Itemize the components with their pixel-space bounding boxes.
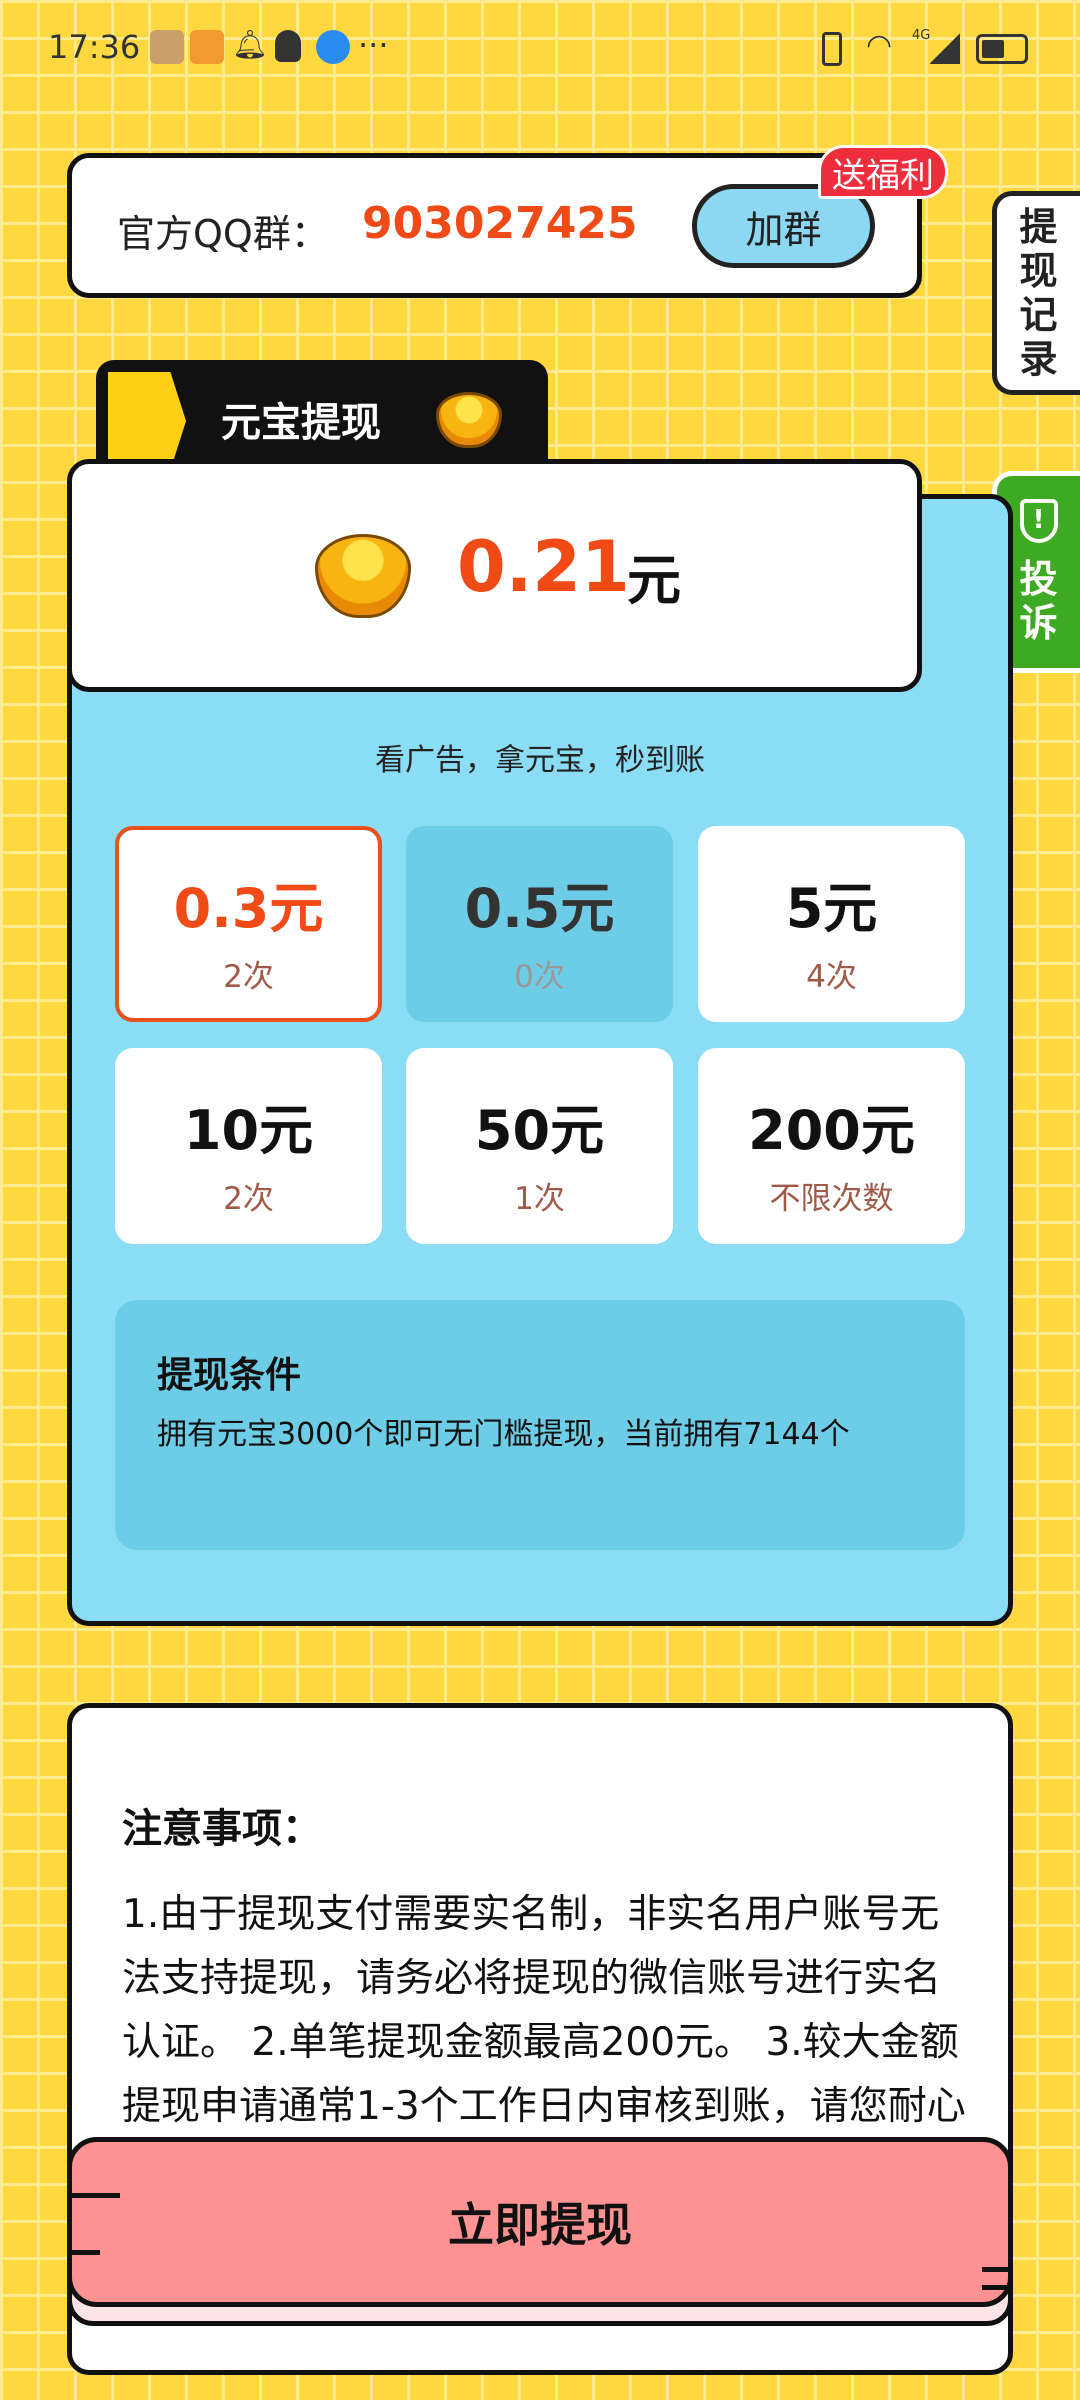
- qq-group-card: 官方QQ群： 903027425 加群: [67, 153, 922, 298]
- status-bar: 17:36 🔔︎ ··· ◠ 4G: [0, 0, 1080, 100]
- browser-icon: [316, 30, 350, 64]
- option-count: 不限次数: [769, 1181, 894, 1217]
- option-tile[interactable]: 0.3元 2次: [115, 826, 382, 1022]
- option-value: 5元: [785, 877, 878, 940]
- balance-value: 0.21: [457, 526, 630, 608]
- app-icon: [150, 30, 184, 64]
- bell-icon: 🔔︎: [232, 28, 268, 61]
- balance-unit: 元: [627, 549, 681, 612]
- option-value: 50元: [474, 1099, 605, 1162]
- option-tile[interactable]: 5元 4次: [698, 826, 965, 1022]
- option-count: 2次: [223, 1181, 274, 1217]
- ad-tip: 看广告，拿元宝，秒到账: [375, 743, 705, 778]
- option-value: 0.5元: [464, 877, 615, 940]
- option-value: 0.3元: [173, 877, 324, 940]
- qq-group-number[interactable]: 903027425: [362, 198, 638, 249]
- option-tile[interactable]: 200元不限次数: [698, 1048, 965, 1244]
- withdraw-records-tab[interactable]: 提现记录: [992, 191, 1080, 395]
- option-count: 2次: [223, 959, 274, 995]
- conditions-title: 提现条件: [157, 1355, 302, 1396]
- qq-icon: [275, 30, 301, 62]
- network-type: 4G: [912, 28, 931, 43]
- ingot-icon: [436, 392, 502, 448]
- decoration-tick: [982, 2285, 1008, 2290]
- conditions-text: 拥有元宝3000个即可无门槛提现，当前拥有7144个: [157, 1417, 850, 1452]
- wifi-icon: ◠: [866, 28, 893, 63]
- option-value: 10元: [183, 1099, 314, 1162]
- section-title: 元宝提现: [221, 400, 381, 446]
- shield-icon: !: [1019, 499, 1058, 543]
- withdraw-now-button[interactable]: 立即提现: [67, 2137, 1013, 2307]
- notes-title: 注意事项：: [122, 1806, 322, 1852]
- withdraw-records-label: 提现记录: [1019, 205, 1058, 381]
- option-count: 1次: [514, 1181, 565, 1217]
- option-count: 0次: [514, 959, 565, 995]
- status-time: 17:36: [48, 28, 141, 66]
- decoration-tick: [982, 2267, 1008, 2272]
- battery-icon: [976, 34, 1028, 64]
- balance-card: 0.21 元: [67, 459, 922, 692]
- withdraw-now-label: 立即提现: [448, 2198, 632, 2252]
- decoration-tick: [72, 2250, 100, 2255]
- decoration-tick: [72, 2193, 120, 2198]
- chevron-decoration: [108, 372, 186, 470]
- vibrate-icon: [822, 32, 842, 66]
- option-tile[interactable]: 50元 1次: [406, 1048, 673, 1244]
- option-tile[interactable]: 0.5元 0次: [406, 826, 673, 1022]
- option-tile[interactable]: 10元 2次: [115, 1048, 382, 1244]
- complain-label: 投诉: [1019, 557, 1058, 645]
- more-icon: ···: [358, 26, 389, 64]
- signal-icon: [930, 32, 960, 64]
- qq-group-label: 官方QQ群：: [117, 212, 329, 256]
- ingot-icon: [315, 534, 411, 618]
- section-tab-header: 元宝提现: [96, 360, 548, 470]
- gift-badge: 送福利: [818, 145, 948, 199]
- conditions-box: 提现条件 拥有元宝3000个即可无门槛提现，当前拥有7144个: [115, 1300, 965, 1550]
- option-value: 200元: [748, 1099, 915, 1162]
- option-count: 4次: [806, 959, 857, 995]
- pg-app-icon: [190, 30, 224, 64]
